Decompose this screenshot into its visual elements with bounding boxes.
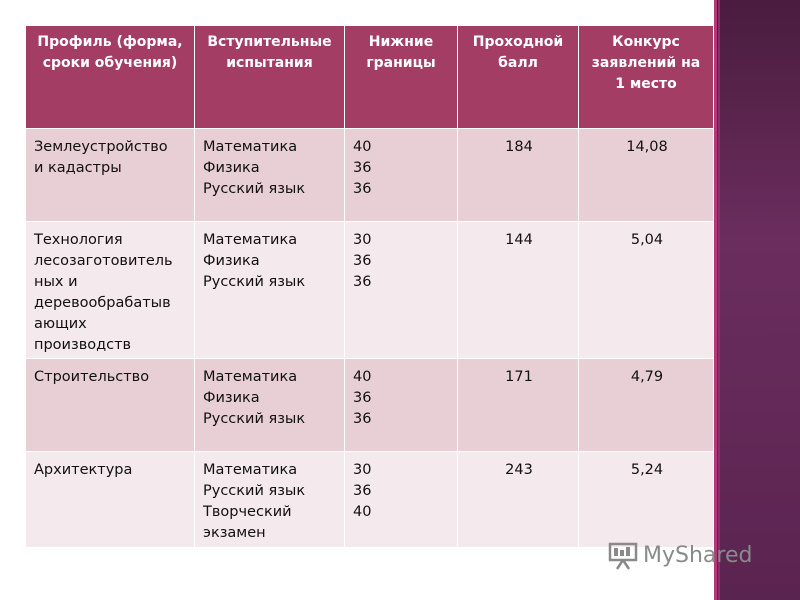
exam-item: Математика [203,139,298,155]
table-row: Строительство Математика Физика Русский … [25,358,714,452]
lower-bound-value: 36 [353,181,372,197]
cell-profile: Технология лесозаготовитель ных и дерево… [25,221,195,359]
lower-bound-value: 40 [353,369,372,385]
profile-line: Строительство [34,369,150,385]
profile-line: лесозаготовитель [34,253,173,269]
profile-line: Архитектура [34,462,133,478]
table-row: Землеустройство и кадастры Математика Фи… [25,128,714,222]
exam-item: Физика [203,160,260,176]
table-row: Технология лесозаготовитель ных и дерево… [25,221,714,359]
cell-exams: Математика Физика Русский язык [194,221,345,359]
exam-item: экзамен [203,525,266,541]
admission-table: Профиль (форма, сроки обучения) Вступите… [25,25,714,548]
profile-line: производств [34,337,132,353]
lower-bound-value: 30 [353,232,372,248]
lower-bound-value: 36 [353,411,372,427]
profile-line: ающих [34,316,87,332]
cell-exams: Математика Физика Русский язык [194,128,345,222]
lower-bound-value: 30 [353,462,372,478]
header-lower-bounds: Нижние границы [344,25,458,129]
exam-item: Русский язык [203,181,306,197]
exam-item: Творческий [203,504,292,520]
cell-lower-bounds: 30 36 40 [344,451,458,548]
profile-line: Технология [34,232,123,248]
exam-item: Математика [203,369,298,385]
table-row: Архитектура Математика Русский язык Твор… [25,451,714,548]
decorative-side-bar [714,0,800,600]
cell-passing-score: 184 [457,128,579,222]
lower-bound-value: 36 [353,390,372,406]
profile-line: и кадастры [34,160,122,176]
lower-bound-value: 40 [353,504,372,520]
cell-competition: 5,04 [578,221,714,359]
exam-item: Математика [203,462,298,478]
lower-bound-value: 36 [353,160,372,176]
cell-passing-score: 144 [457,221,579,359]
cell-lower-bounds: 40 36 36 [344,128,458,222]
exam-item: Физика [203,390,260,406]
exam-item: Русский язык [203,483,306,499]
table-header-row: Профиль (форма, сроки обучения) Вступите… [25,25,714,129]
cell-lower-bounds: 30 36 36 [344,221,458,359]
cell-passing-score: 171 [457,358,579,452]
header-exams: Вступительные испытания [194,25,345,129]
lower-bound-value: 36 [353,253,372,269]
lower-bound-value: 36 [353,483,372,499]
profile-line: деревообрабатыв [34,295,171,311]
exam-item: Математика [203,232,298,248]
watermark: MyShared [607,538,752,572]
exam-item: Физика [203,253,260,269]
cell-passing-score: 243 [457,451,579,548]
cell-profile: Архитектура [25,451,195,548]
lower-bound-value: 36 [353,274,372,290]
projector-screen-icon [608,542,638,570]
header-competition: Конкурс заявлений на 1 место [578,25,714,129]
profile-line: ных и [34,274,78,290]
cell-competition: 5,24 [578,451,714,548]
cell-profile: Строительство [25,358,195,452]
cell-exams: Математика Русский язык Творческий экзам… [194,451,345,548]
header-passing-score: Проходной балл [457,25,579,129]
cell-competition: 4,79 [578,358,714,452]
watermark-text: MyShared [643,542,753,568]
exam-item: Русский язык [203,411,306,427]
cell-exams: Математика Физика Русский язык [194,358,345,452]
profile-line: Землеустройство [34,139,168,155]
exam-item: Русский язык [203,274,306,290]
lower-bound-value: 40 [353,139,372,155]
cell-profile: Землеустройство и кадастры [25,128,195,222]
cell-competition: 14,08 [578,128,714,222]
header-profile: Профиль (форма, сроки обучения) [25,25,195,129]
cell-lower-bounds: 40 36 36 [344,358,458,452]
